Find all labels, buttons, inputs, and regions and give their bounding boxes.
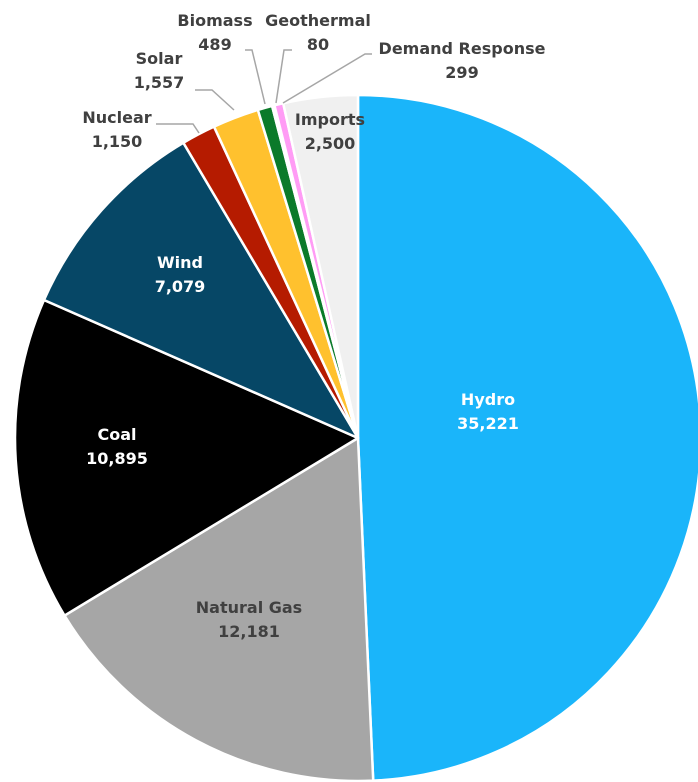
slice-value-wind: 7,079 xyxy=(155,277,206,296)
slice-value-imports: 2,500 xyxy=(305,134,356,153)
slice-label-hydro: Hydro xyxy=(461,390,515,409)
slice-natural-gas xyxy=(63,436,375,782)
slice-value-nuclear: 1,150 xyxy=(92,132,143,151)
leader-line-nuclear xyxy=(156,123,200,134)
pie-slices xyxy=(13,93,698,782)
leader-line-demand-response xyxy=(282,53,372,104)
slice-value-demand-response: 299 xyxy=(445,63,478,82)
leader-line-biomass xyxy=(245,49,266,105)
leader-line-solar xyxy=(195,89,235,111)
slice-label-biomass: Biomass xyxy=(177,11,252,30)
slice-label-natural-gas: Natural Gas xyxy=(196,598,302,617)
slice-label-demand-response: Demand Response xyxy=(379,39,546,58)
slice-coal xyxy=(13,298,360,617)
slice-value-biomass: 489 xyxy=(198,35,231,54)
slice-label-nuclear: Nuclear xyxy=(82,108,151,127)
slice-label-solar: Solar xyxy=(136,49,183,68)
slice-value-solar: 1,557 xyxy=(134,73,185,92)
leader-lines xyxy=(156,49,372,134)
slice-hydro xyxy=(356,93,698,782)
slice-value-coal: 10,895 xyxy=(86,449,148,468)
slice-label-coal: Coal xyxy=(97,425,136,444)
slice-label-imports: Imports xyxy=(295,110,365,129)
slice-wind xyxy=(42,141,360,440)
slice-labels: Hydro 35,221 Natural Gas 12,181 Coal 10,895 Wi… xyxy=(82,11,545,641)
slice-value-geothermal: 80 xyxy=(307,35,329,54)
slice-value-natural-gas: 12,181 xyxy=(218,622,280,641)
slice-label-geothermal: Geothermal xyxy=(265,11,371,30)
slice-label-wind: Wind xyxy=(157,253,203,272)
leader-line-geothermal xyxy=(275,49,292,104)
slice-value-hydro: 35,221 xyxy=(457,414,519,433)
